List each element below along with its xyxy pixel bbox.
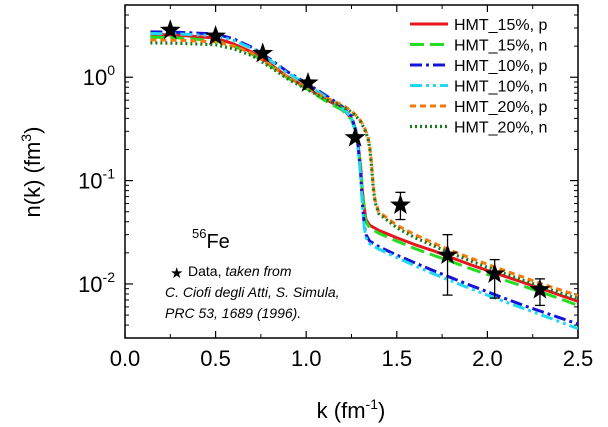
citation-line-1: C. Ciofi degli Atti, S. Simula, (165, 284, 340, 300)
series-line-4 (150, 32, 578, 330)
x-axis-ticks: 0.0 0.5 1.0 1.5 2.0 2.5 (110, 5, 594, 371)
x-tick-label: 2.0 (472, 346, 503, 371)
y-tick-label: 10-2 (78, 269, 115, 297)
data-star-point (159, 19, 181, 40)
x-tick-label: 2.5 (563, 346, 594, 371)
x-tick-label: 1.0 (291, 346, 322, 371)
series-line-5 (150, 38, 578, 298)
data-star-point (205, 25, 227, 46)
citation-line-2: PRC 53, 1689 (1996). (165, 305, 301, 321)
data-star-point (252, 42, 274, 63)
x-tick-label: 1.5 (382, 346, 413, 371)
x-axis-title: k (fm-1) (317, 396, 386, 423)
plot-area (124, 4, 579, 339)
y-axis-ticks: 100 10-1 10-2 (78, 62, 578, 297)
x-tick-label: 0.0 (110, 346, 141, 371)
y-tick-label: 10-1 (78, 166, 115, 194)
data-star-point (529, 278, 551, 299)
y-axis-title: n(k) (fm3) (18, 127, 45, 218)
legend: HMT_15%, p HMT_15%, n HMT_10%, p HMT_10%, n… (410, 17, 547, 137)
legend-label: HMT_20%, n (454, 120, 547, 137)
data-star-point (389, 194, 411, 214)
legend-label: HMT_10%, p (454, 58, 547, 75)
data-points (159, 19, 551, 299)
data-legend-star-icon: ★ (170, 265, 183, 282)
data-star-point (344, 126, 366, 147)
minor-ticks (125, 4, 578, 339)
data-legend-label: Data, taken from (188, 263, 292, 279)
legend-label: HMT_10%, n (454, 79, 547, 96)
data-star-point (484, 262, 506, 283)
x-tick-label: 0.5 (200, 346, 231, 371)
data-star-point (437, 244, 458, 265)
nucleus-label: 56Fe (192, 226, 230, 253)
legend-label: HMT_20%, p (454, 99, 547, 116)
legend-label: HMT_15%, n (454, 38, 547, 55)
y-tick-label: 100 (83, 62, 115, 90)
legend-label: HMT_15%, p (454, 17, 547, 34)
data-star-point (297, 71, 319, 92)
